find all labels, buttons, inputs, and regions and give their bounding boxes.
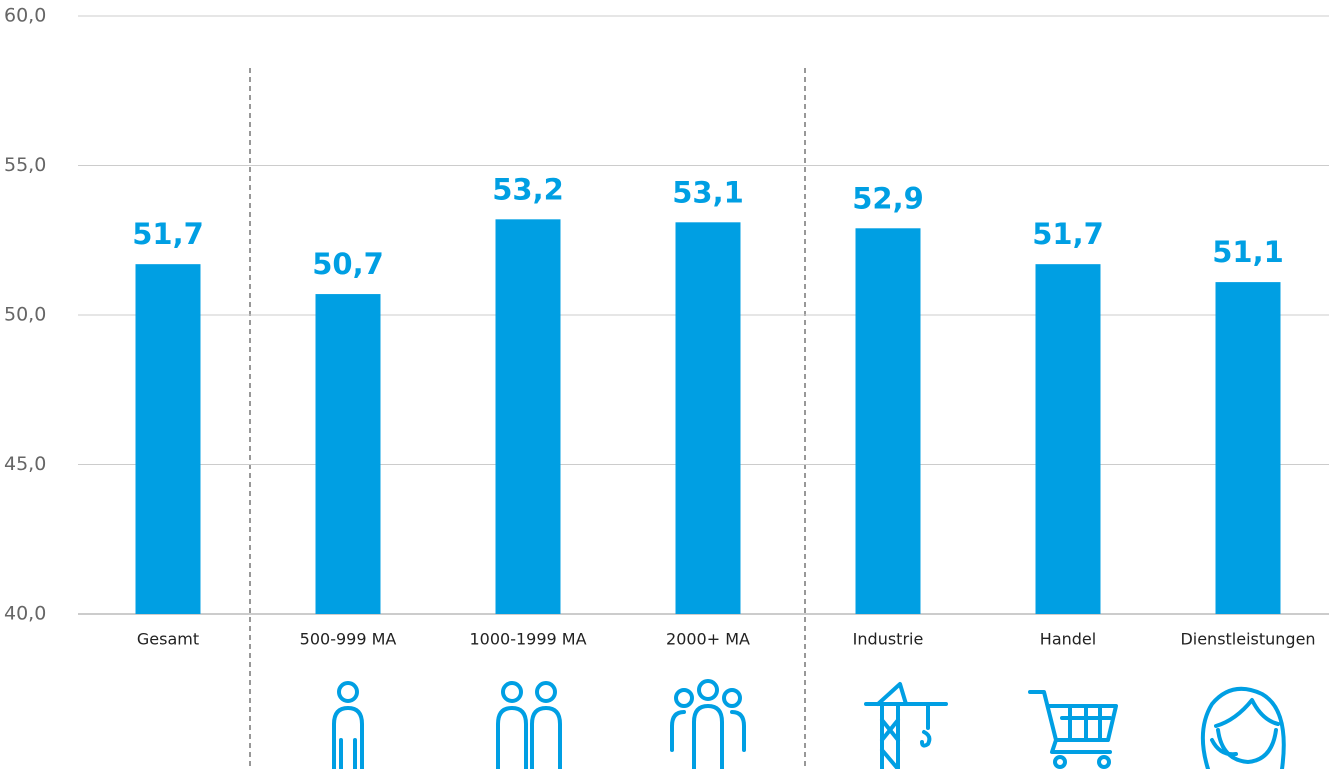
value-label: 53,1 (672, 175, 744, 209)
bar (1035, 264, 1101, 614)
x-tick-label: Handel (1040, 630, 1096, 649)
y-tick-label: 55,0 (4, 154, 46, 176)
bar (675, 222, 741, 614)
y-tick-label: 45,0 (4, 453, 46, 475)
x-tick-label: Dienstleistungen (1180, 630, 1315, 649)
bar (135, 264, 201, 614)
x-tick-label: Industrie (853, 630, 924, 649)
icon-person (332, 681, 364, 769)
y-tick-label: 40,0 (4, 603, 46, 625)
bar (1215, 282, 1281, 614)
icon-crane (864, 682, 948, 769)
icon-group (670, 679, 746, 769)
value-label: 50,7 (312, 247, 384, 281)
y-tick-label: 60,0 (4, 5, 46, 27)
x-tick-label: Gesamt (137, 630, 199, 649)
bar (315, 294, 381, 614)
y-tick-label: 50,0 (4, 304, 46, 326)
x-tick-label: 1000-1999 MA (469, 630, 586, 649)
value-label: 51,1 (1212, 235, 1284, 269)
icon-two-persons (496, 681, 562, 769)
value-label: 51,7 (132, 217, 204, 251)
icon-cart (1028, 690, 1118, 769)
bar (855, 228, 921, 615)
value-label: 53,2 (492, 172, 564, 206)
value-label: 51,7 (1032, 217, 1104, 251)
value-label: 52,9 (852, 181, 924, 215)
bar (495, 219, 561, 614)
x-tick-label: 500-999 MA (300, 630, 397, 649)
icon-service (1200, 686, 1286, 769)
x-tick-label: 2000+ MA (666, 630, 750, 649)
